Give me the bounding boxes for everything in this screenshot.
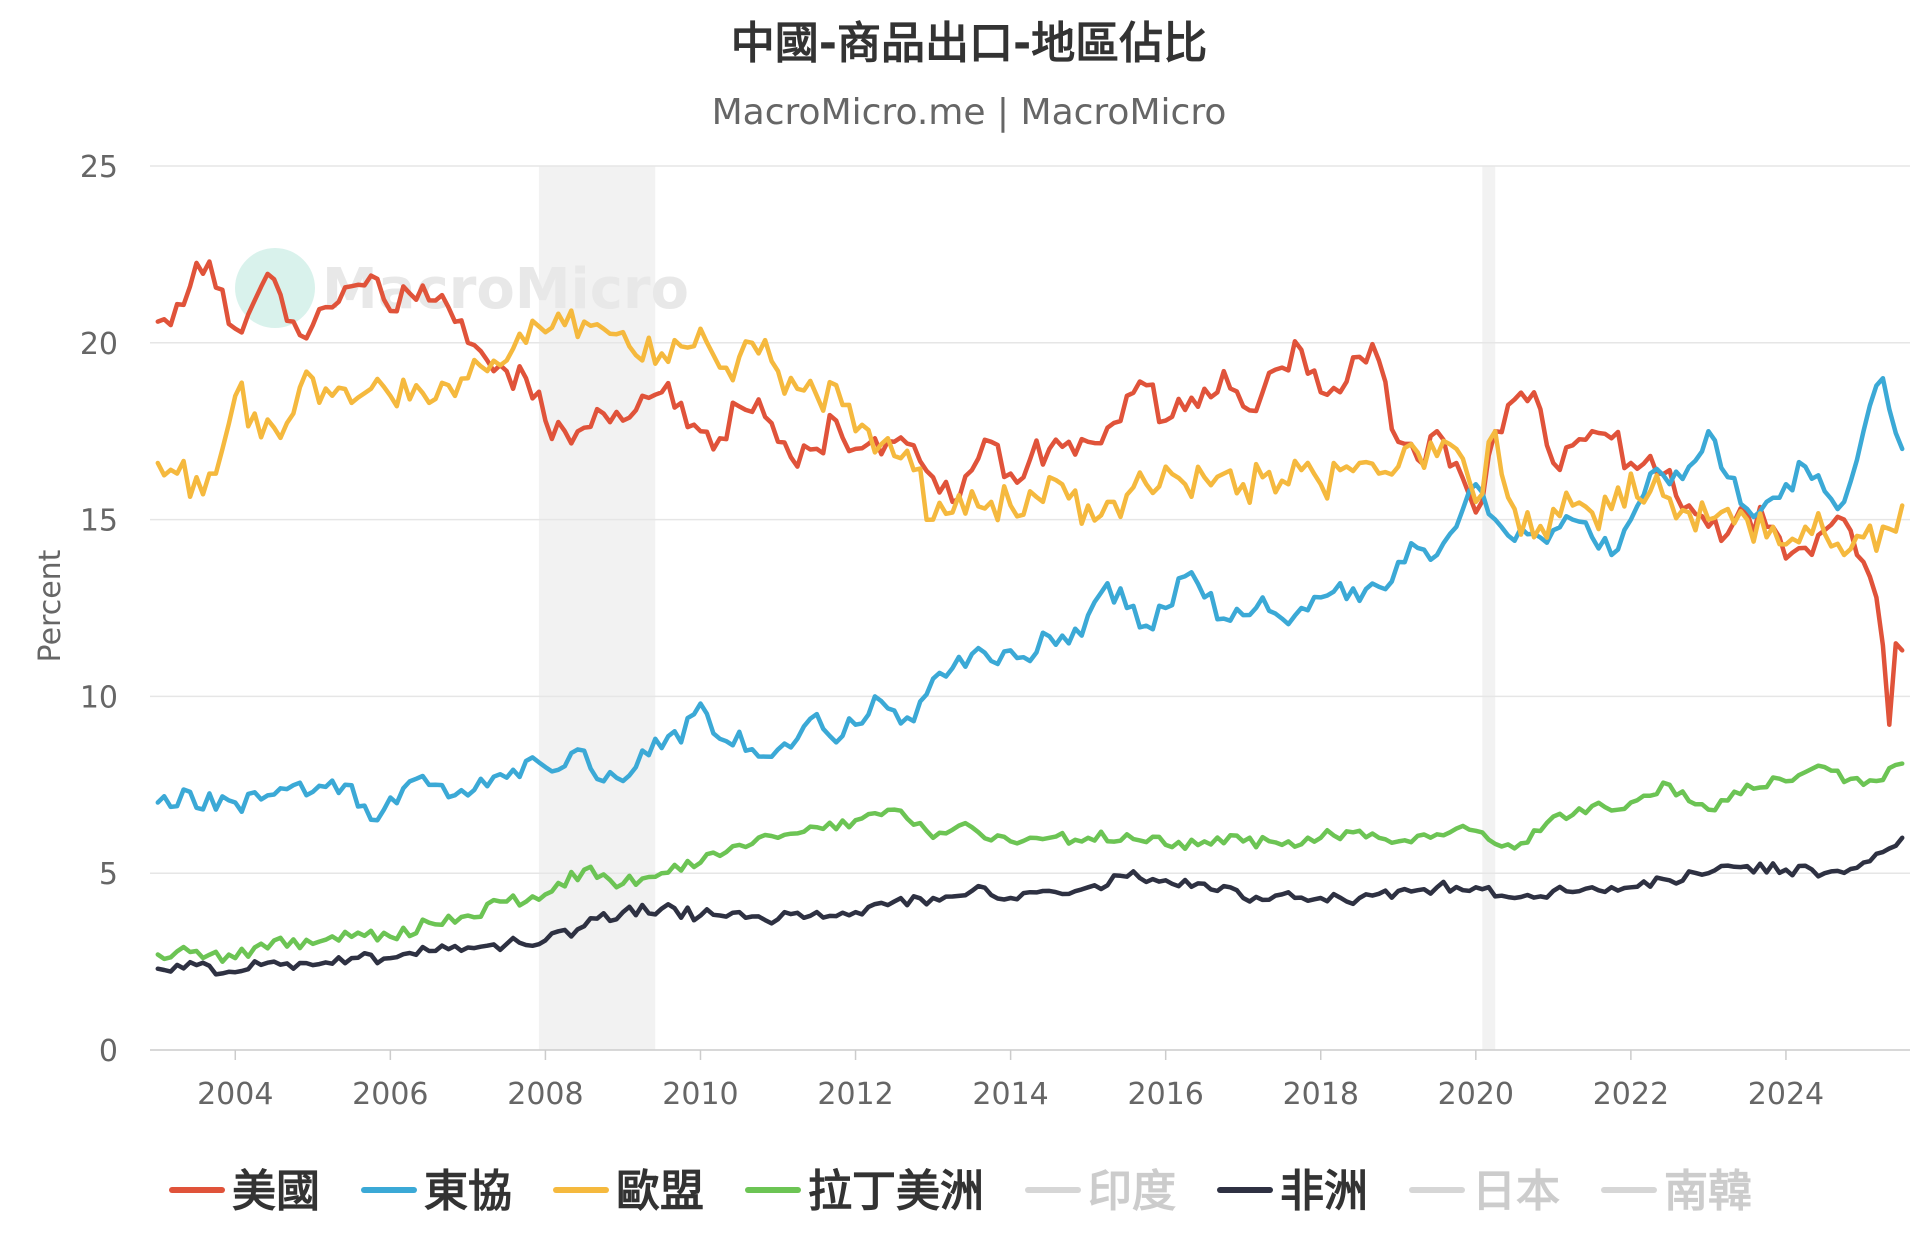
watermark-group: MacroMicro [235, 248, 689, 328]
legend-label: 南韓 [1664, 1166, 1752, 1217]
series-line-0 [155, 259, 1905, 727]
series-lines-group [155, 259, 1905, 977]
x-tick-label: 2008 [507, 1077, 583, 1112]
series-line-3 [155, 761, 1905, 964]
legend-label: 歐盟 [616, 1166, 704, 1217]
legend-label: 拉丁美洲 [808, 1166, 984, 1217]
legend-group: 美國 東協 歐盟 拉丁美洲 印度 非洲 日本 南韓 [169, 1166, 1752, 1217]
legend-item[interactable]: 非洲 [1217, 1166, 1368, 1217]
recession-band-1 [1482, 166, 1496, 1050]
x-tick-label: 2004 [197, 1077, 273, 1112]
y-tick-label: 10 [80, 680, 118, 715]
series-line-5 [155, 835, 1905, 977]
series-line-2 [155, 308, 1905, 558]
legend-label: 非洲 [1280, 1166, 1368, 1217]
y-tick-label: 0 [99, 1034, 118, 1069]
legend-item[interactable]: 美國 [169, 1166, 320, 1217]
chart-subtitle: MacroMicro.me | MacroMicro [712, 92, 1227, 133]
x-tick-label: 2012 [817, 1077, 893, 1112]
y-tick-label: 5 [99, 857, 118, 892]
x-tick-label: 2010 [662, 1077, 738, 1112]
legend-label: 印度 [1088, 1166, 1176, 1217]
x-tick-label: 2022 [1593, 1077, 1669, 1112]
chart-title: 中國-商品出口-地區佔比 [731, 18, 1208, 69]
x-axis-ticks-group: 2004 2006 2008 2010 2012 2014 2016 2018 2020 2022… [197, 1050, 1824, 1112]
y-axis-ticks-group: 0 5 10 15 20 25 [80, 150, 118, 1069]
y-tick-label: 15 [80, 504, 118, 539]
legend-item[interactable]: 拉丁美洲 [745, 1166, 984, 1217]
x-tick-label: 2014 [972, 1077, 1048, 1112]
legend-label: 日本 [1472, 1166, 1560, 1217]
y-tick-label: 25 [80, 150, 118, 185]
x-tick-label: 2016 [1128, 1077, 1204, 1112]
gridlines-group [150, 165, 1910, 874]
x-tick-label: 2020 [1438, 1077, 1514, 1112]
x-tick-label: 2018 [1283, 1077, 1359, 1112]
series-line-1 [155, 375, 1905, 823]
x-tick-label: 2024 [1748, 1077, 1824, 1112]
y-tick-label: 20 [80, 327, 118, 362]
watermark-text: MacroMicro [322, 257, 689, 322]
legend-label: 美國 [232, 1166, 320, 1217]
watermark-logo-icon [235, 248, 315, 328]
y-axis-title: Percent [33, 549, 68, 662]
legend-item[interactable]: 日本 [1409, 1166, 1560, 1217]
legend-item[interactable]: 歐盟 [553, 1166, 704, 1217]
legend-item[interactable]: 南韓 [1601, 1166, 1752, 1217]
x-tick-label: 2006 [352, 1077, 428, 1112]
legend-label: 東協 [424, 1166, 512, 1217]
legend-item[interactable]: 東協 [361, 1166, 512, 1217]
legend-item[interactable]: 印度 [1025, 1166, 1176, 1217]
